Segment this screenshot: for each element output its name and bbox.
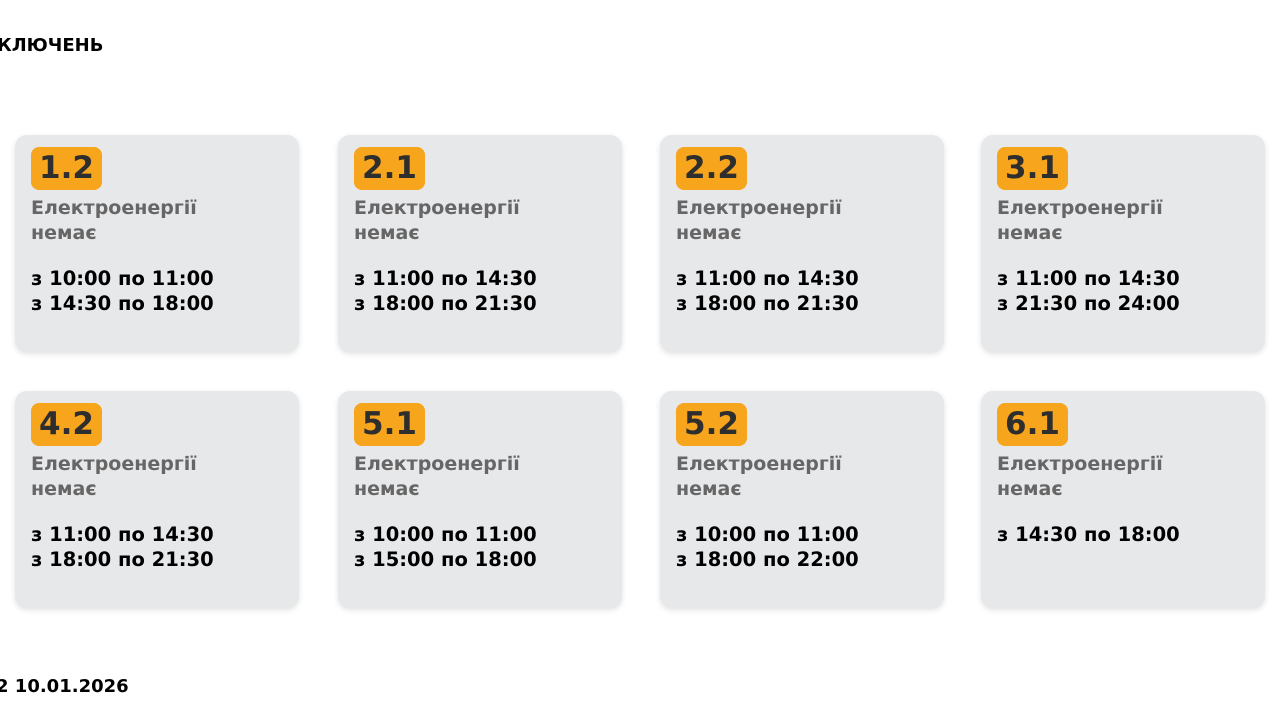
status-text: Електроенергії немає — [354, 197, 520, 244]
time-range: з 14:30 по 18:00 — [31, 292, 214, 315]
group-badge: 5.2 — [676, 403, 747, 446]
time-range: з 11:00 по 14:30 — [31, 523, 214, 546]
status-text: Електроенергії немає — [676, 197, 842, 244]
status-text: Електроенергії немає — [354, 453, 520, 500]
outage-times: з 11:00 по 14:30 з 18:00 по 21:30 — [31, 522, 283, 572]
group-card: 2.1 Електроенергії немає з 11:00 по 14:3… — [338, 135, 622, 352]
status-text: Електроенергії немає — [676, 453, 842, 500]
status-text: Електроенергії немає — [31, 453, 197, 500]
outage-times: з 11:00 по 14:30 з 18:00 по 21:30 — [354, 266, 606, 316]
time-range: з 11:00 по 14:30 — [997, 267, 1180, 290]
outage-times: з 11:00 по 14:30 з 18:00 по 21:30 — [676, 266, 928, 316]
group-card: 5.1 Електроенергії немає з 10:00 по 11:0… — [338, 391, 622, 608]
time-range: з 10:00 по 11:00 — [354, 523, 537, 546]
time-range: з 11:00 по 14:30 — [354, 267, 537, 290]
group-badge: 2.2 — [676, 147, 747, 190]
outage-times: з 10:00 по 11:00 з 15:00 по 18:00 — [354, 522, 606, 572]
group-card: 6.1 Електроенергії немає з 14:30 по 18:0… — [981, 391, 1265, 608]
time-range: з 21:30 по 24:00 — [997, 292, 1180, 315]
group-card: 4.2 Електроенергії немає з 11:00 по 14:3… — [15, 391, 299, 608]
group-badge: 5.1 — [354, 403, 425, 446]
group-card: 2.2 Електроенергії немає з 11:00 по 14:3… — [660, 135, 944, 352]
time-range: з 18:00 по 21:30 — [31, 548, 214, 571]
page-title: КЛЮЧЕНЬ — [0, 35, 104, 56]
time-range: з 10:00 по 11:00 — [676, 523, 859, 546]
time-range: з 18:00 по 21:30 — [354, 292, 537, 315]
time-range: з 10:00 по 11:00 — [31, 267, 214, 290]
outage-times: з 10:00 по 11:00 з 18:00 по 22:00 — [676, 522, 928, 572]
status-text: Електроенергії немає — [997, 197, 1163, 244]
time-range: з 18:00 по 21:30 — [676, 292, 859, 315]
outage-times: з 14:30 по 18:00 — [997, 522, 1249, 547]
group-card: 1.2 Електроенергії немає з 10:00 по 11:0… — [15, 135, 299, 352]
status-text: Електроенергії немає — [997, 453, 1163, 500]
group-badge: 1.2 — [31, 147, 102, 190]
time-range: з 15:00 по 18:00 — [354, 548, 537, 571]
status-text: Електроенергії немає — [31, 197, 197, 244]
group-card: 5.2 Електроенергії немає з 10:00 по 11:0… — [660, 391, 944, 608]
group-badge: 2.1 — [354, 147, 425, 190]
group-badge: 6.1 — [997, 403, 1068, 446]
group-badge: 3.1 — [997, 147, 1068, 190]
time-range: з 11:00 по 14:30 — [676, 267, 859, 290]
outage-times: з 11:00 по 14:30 з 21:30 по 24:00 — [997, 266, 1249, 316]
group-card: 3.1 Електроенергії немає з 11:00 по 14:3… — [981, 135, 1265, 352]
group-badge: 4.2 — [31, 403, 102, 446]
date-footer: 2 10.01.2026 — [0, 676, 129, 697]
time-range: з 18:00 по 22:00 — [676, 548, 859, 571]
outage-times: з 10:00 по 11:00 з 14:30 по 18:00 — [31, 266, 283, 316]
time-range: з 14:30 по 18:00 — [997, 523, 1180, 546]
